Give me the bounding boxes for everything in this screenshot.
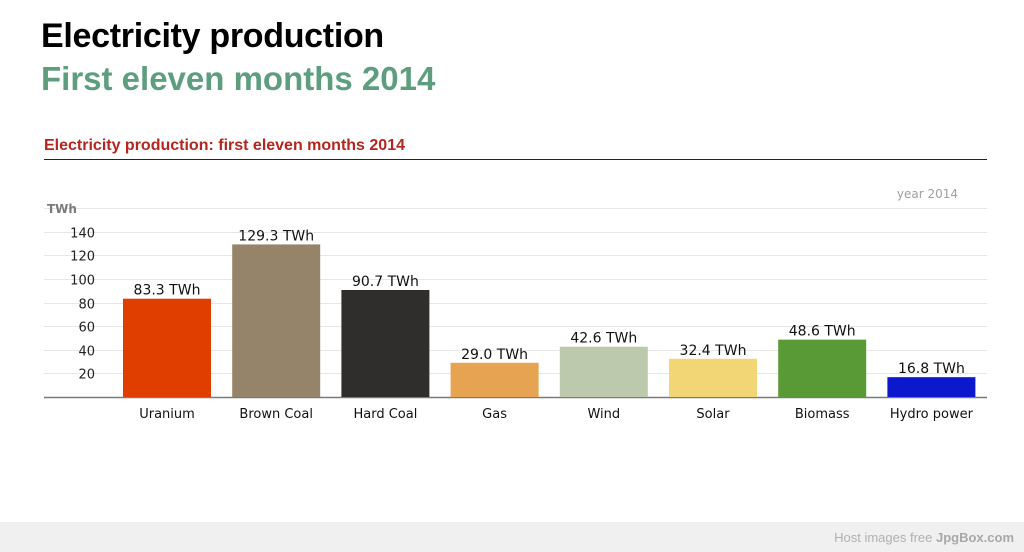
y-tick-label: 60 bbox=[78, 321, 95, 336]
chart-heading: Electricity production: first eleven mon… bbox=[44, 137, 405, 154]
page-title: Electricity production bbox=[41, 17, 384, 55]
y-tick-label: 100 bbox=[70, 274, 95, 289]
bar-value-label: 83.3 TWh bbox=[134, 283, 201, 299]
bar-value-label: 48.6 TWh bbox=[789, 324, 856, 340]
y-tick-label: 140 bbox=[70, 227, 95, 242]
page-subtitle: First eleven months 2014 bbox=[41, 60, 436, 97]
x-tick-label: Wind bbox=[587, 407, 620, 422]
bar-brown-coal bbox=[232, 244, 321, 397]
bar-hydro-power bbox=[887, 377, 976, 397]
x-tick-label: Hydro power bbox=[890, 407, 974, 422]
footer-credit-prefix: Host images free bbox=[834, 530, 936, 545]
bar-solar bbox=[669, 358, 757, 397]
bars-layer bbox=[123, 244, 976, 397]
legend-note: year 2014 bbox=[897, 187, 958, 201]
y-tick-label: 20 bbox=[78, 368, 95, 383]
x-tick-label: Solar bbox=[696, 407, 730, 422]
bar-value-label: 129.3 TWh bbox=[238, 228, 314, 244]
footer-bar: Host images free JpgBox.com bbox=[0, 522, 1024, 552]
x-tick-label: Brown Coal bbox=[239, 407, 313, 422]
chart-heading-rule bbox=[44, 159, 987, 160]
bar-biomass bbox=[778, 339, 867, 397]
bar-hard-coal bbox=[341, 289, 430, 397]
x-tick-label: Biomass bbox=[795, 407, 850, 422]
x-tick-label: Gas bbox=[482, 407, 507, 422]
x-tick-label: Hard Coal bbox=[353, 407, 417, 422]
footer-credit[interactable]: Host images free JpgBox.com bbox=[834, 530, 1014, 545]
bar-value-label: 32.4 TWh bbox=[680, 343, 747, 359]
bar-gas bbox=[450, 362, 539, 397]
footer-credit-brand: JpgBox.com bbox=[935, 530, 1014, 545]
bar-uranium bbox=[123, 298, 211, 397]
y-tick-label: 80 bbox=[78, 298, 95, 313]
bar-value-label: 29.0 TWh bbox=[461, 347, 528, 363]
labels-layer: 20 40 60 80 100 120 140 83.3 TWh Uranium 129.3 TW… bbox=[70, 227, 973, 423]
bar-value-label: 42.6 TWh bbox=[570, 331, 637, 347]
x-tick-label: Uranium bbox=[139, 407, 195, 422]
bar-value-label: 16.8 TWh bbox=[898, 361, 965, 377]
bar-value-label: 90.7 TWh bbox=[352, 274, 419, 290]
y-tick-label: 120 bbox=[70, 250, 95, 265]
bar-wind bbox=[559, 346, 648, 397]
y-tick-label: 40 bbox=[78, 345, 95, 360]
y-axis-unit-label: TWh bbox=[47, 202, 77, 216]
